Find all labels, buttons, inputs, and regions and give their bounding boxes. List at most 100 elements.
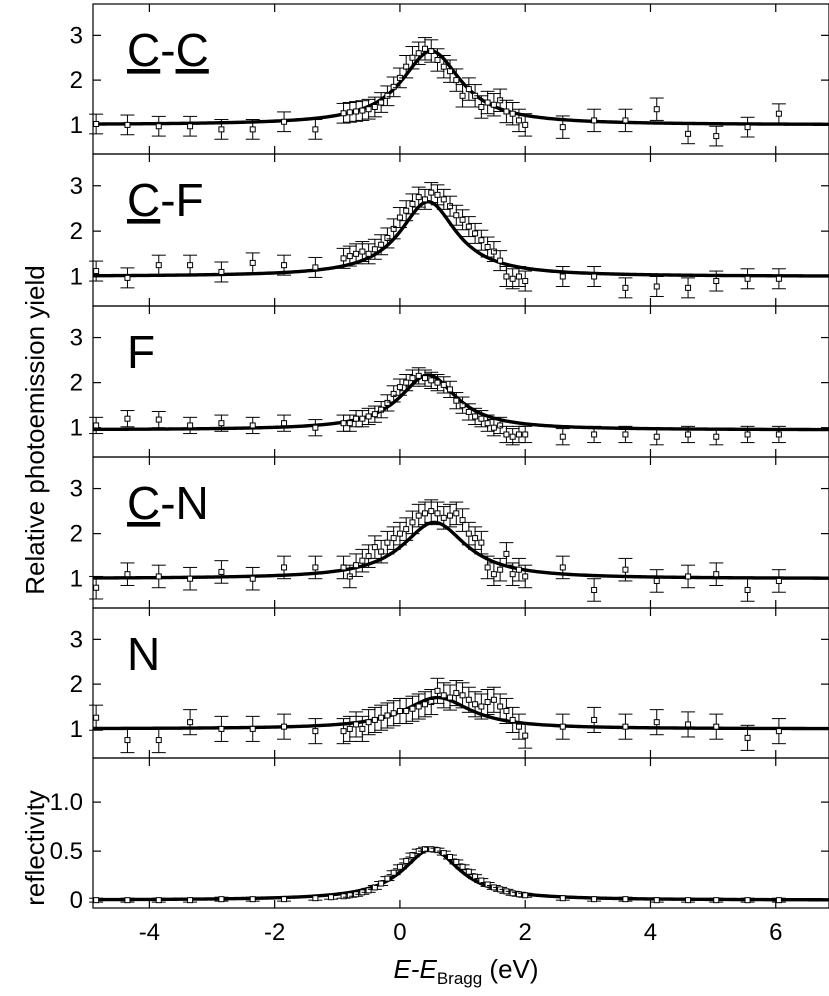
data-marker xyxy=(155,262,162,269)
data-point xyxy=(411,186,426,208)
data-point xyxy=(555,428,570,446)
data-marker xyxy=(434,687,441,694)
y-tick-label: 1 xyxy=(70,716,83,743)
data-marker xyxy=(359,248,366,255)
data-point xyxy=(681,123,696,145)
data-marker xyxy=(459,216,466,223)
data-marker xyxy=(497,257,504,264)
data-marker xyxy=(775,275,782,282)
data-marker xyxy=(515,273,522,280)
panel-label-part: F xyxy=(127,326,155,378)
data-point xyxy=(468,691,483,718)
data-marker xyxy=(124,737,131,744)
data-marker xyxy=(484,564,491,571)
panel-label-part: -N xyxy=(160,477,209,529)
data-marker xyxy=(503,108,510,115)
data-point xyxy=(214,414,229,432)
data-marker xyxy=(515,891,522,898)
data-marker xyxy=(249,725,256,732)
y-tick-label: 3 xyxy=(70,173,83,200)
data-point xyxy=(245,896,260,903)
data-point xyxy=(336,247,351,269)
data-point xyxy=(424,499,439,523)
data-point xyxy=(505,102,520,126)
data-point xyxy=(399,857,414,864)
data-marker xyxy=(403,857,410,864)
data-point xyxy=(587,108,602,133)
data-point xyxy=(245,252,260,274)
data-point xyxy=(449,680,464,707)
data-point xyxy=(709,897,724,904)
data-marker xyxy=(713,571,720,578)
data-marker xyxy=(218,725,225,732)
data-marker xyxy=(440,381,447,388)
data-marker xyxy=(312,126,319,133)
data-point xyxy=(214,715,229,742)
data-marker xyxy=(434,56,441,63)
data-marker xyxy=(503,550,510,557)
panel-6: 0 0.5 1.0 xyxy=(50,757,829,914)
data-point xyxy=(499,266,514,287)
data-marker xyxy=(93,121,100,127)
panel-label-part: - xyxy=(160,24,175,76)
data-marker xyxy=(312,728,319,735)
data-point xyxy=(461,521,476,546)
data-point xyxy=(587,578,602,602)
data-point xyxy=(511,713,526,740)
data-point xyxy=(89,897,104,904)
y-tick-label: 3 xyxy=(70,22,83,49)
panel-4: 1 2 3 C-N xyxy=(70,456,829,609)
data-point xyxy=(183,115,198,137)
data-marker xyxy=(465,223,472,230)
data-marker xyxy=(653,106,660,113)
data-marker xyxy=(472,873,479,880)
y-tick-label: 2 xyxy=(70,218,83,245)
x-axis: -4 -2 0 2 4 6 xyxy=(139,919,783,946)
data-point xyxy=(709,125,724,147)
data-marker xyxy=(353,415,360,422)
data-point xyxy=(771,103,786,125)
data-marker xyxy=(515,723,522,730)
data-marker xyxy=(775,110,782,117)
data-point xyxy=(214,261,229,283)
data-marker xyxy=(396,384,403,391)
data-point xyxy=(518,564,533,589)
data-point xyxy=(399,200,414,222)
data-marker xyxy=(591,716,598,723)
data-marker xyxy=(371,411,378,418)
data-marker xyxy=(187,262,194,269)
data-marker xyxy=(591,896,598,903)
y-tick-label: 3 xyxy=(70,476,83,503)
data-point xyxy=(374,539,389,564)
data-marker xyxy=(522,431,529,438)
data-point xyxy=(681,425,696,444)
data-marker xyxy=(359,557,366,564)
data-point xyxy=(120,562,135,586)
data-marker xyxy=(415,50,422,57)
data-marker xyxy=(187,575,194,582)
data-point xyxy=(461,77,476,101)
data-marker xyxy=(384,712,391,719)
data-point xyxy=(474,95,489,119)
data-point xyxy=(386,869,401,876)
data-marker xyxy=(509,716,516,723)
data-point xyxy=(505,562,520,586)
data-marker xyxy=(328,894,335,901)
data-marker xyxy=(713,278,720,285)
data-point xyxy=(89,113,104,135)
data-point xyxy=(493,557,508,582)
data-point xyxy=(649,97,664,121)
data-marker xyxy=(218,420,225,427)
data-marker xyxy=(509,433,516,440)
panel-label: C-F xyxy=(127,174,204,226)
data-marker xyxy=(453,858,460,865)
data-point xyxy=(555,266,570,287)
data-marker xyxy=(440,63,447,70)
data-marker xyxy=(93,714,100,721)
data-point xyxy=(430,677,445,704)
panel-label-part: C xyxy=(176,24,209,76)
data-point xyxy=(405,510,420,535)
data-point xyxy=(355,241,370,263)
data-point xyxy=(709,270,724,292)
